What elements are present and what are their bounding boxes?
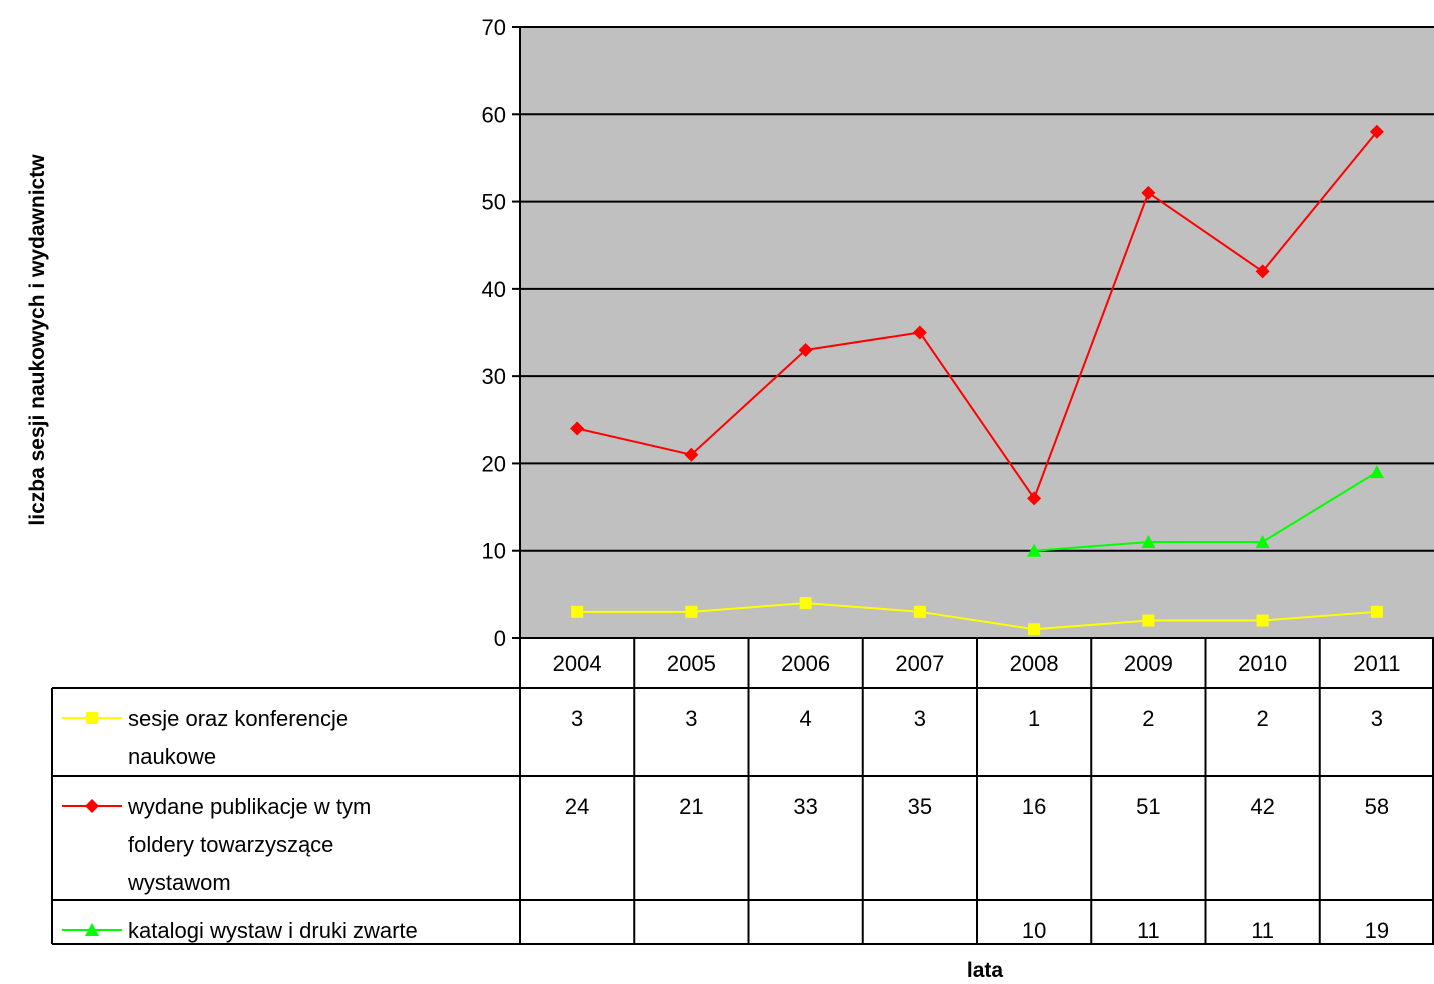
data-point: [1028, 623, 1041, 636]
y-tick-label: 10: [482, 539, 506, 564]
legend-key-marker: [86, 712, 98, 724]
data-point: [1027, 491, 1042, 506]
y-tick-label: 0: [494, 626, 506, 651]
table-cell-value: 33: [793, 794, 817, 819]
table-cell-value: 42: [1250, 794, 1274, 819]
category-label: 2005: [667, 651, 716, 676]
y-tick-label: 30: [482, 364, 506, 389]
table-cell-value: 4: [800, 706, 812, 731]
legend-label: wystawom: [127, 870, 231, 895]
table-cell-value: 11: [1251, 918, 1274, 943]
table-cell-value: 3: [685, 706, 697, 731]
y-axis-title: liczba sesji naukowych i wydawnictw: [26, 154, 49, 526]
legend-label: sesje oraz konferencje: [128, 706, 348, 731]
data-point: [1141, 185, 1156, 200]
data-point: [684, 447, 699, 462]
y-tick-label: 60: [482, 102, 506, 127]
category-label: 2011: [1353, 651, 1400, 676]
table-cell-value: 16: [1022, 794, 1046, 819]
table-cell-value: 35: [908, 794, 932, 819]
data-point: [1370, 605, 1383, 618]
table-cell-value: 3: [1371, 706, 1383, 731]
plot-area: [520, 27, 1434, 638]
data-point: [685, 605, 698, 618]
data-point: [799, 597, 812, 610]
data-point: [1256, 614, 1269, 627]
y-axis: 0 10 20 30 40 50 60 70: [482, 15, 521, 651]
category-label: 2009: [1124, 651, 1173, 676]
data-point: [1141, 534, 1156, 548]
series-lines: [570, 124, 1384, 636]
series-line-2: [576, 131, 1378, 501]
data-point: [1142, 614, 1155, 627]
table-cell-value: 24: [565, 794, 589, 819]
legend-label: naukowe: [128, 744, 216, 769]
table-cell-value: 58: [1365, 794, 1389, 819]
y-tick-label: 20: [482, 451, 506, 476]
series-line-1: [577, 602, 1377, 631]
data-point: [1369, 124, 1384, 139]
data-point: [570, 421, 585, 436]
data-point: [912, 325, 927, 340]
table-cell-value: 19: [1365, 918, 1389, 943]
series-line-3: [1034, 471, 1378, 552]
data-point: [1255, 534, 1270, 548]
gridlines: [520, 26, 1434, 552]
category-label: 2006: [781, 651, 830, 676]
data-point: [913, 605, 926, 618]
y-tick-label: 40: [482, 277, 506, 302]
legend-key-marker: [85, 923, 99, 936]
table-cell-value: 1: [1028, 706, 1040, 731]
data-point: [1369, 465, 1384, 479]
table-cell-value: 10: [1022, 918, 1046, 943]
y-tick-label: 70: [482, 15, 506, 40]
table-cell-value: 2: [1257, 706, 1269, 731]
data-table: 2004 2005 2006 2007 2008 2009 2010 2011 sesje or…: [51, 637, 1434, 945]
table-cell-value: 21: [679, 794, 703, 819]
y-tick-label: 50: [482, 190, 506, 215]
legend-label: foldery towarzyszące: [128, 832, 333, 857]
category-label: 2008: [1010, 651, 1059, 676]
category-label: 2004: [553, 651, 602, 676]
data-point: [798, 342, 813, 357]
data-point: [571, 605, 584, 618]
x-axis-title: lata: [967, 959, 1004, 982]
legend-label: katalogi wystaw i druki zwarte: [128, 918, 418, 943]
category-label: 2010: [1238, 651, 1287, 676]
legend-key-marker: [85, 799, 99, 813]
category-label: 2007: [895, 651, 944, 676]
table-cell-value: 3: [571, 706, 583, 731]
table-cell-value: 51: [1136, 794, 1160, 819]
data-point: [1255, 264, 1270, 279]
table-cell-value: 11: [1137, 918, 1160, 943]
data-point: [1027, 543, 1042, 557]
table-cell-value: 3: [914, 706, 926, 731]
table-cell-value: 2: [1142, 706, 1154, 731]
legend-label: wydane publikacje w tym: [127, 794, 371, 819]
